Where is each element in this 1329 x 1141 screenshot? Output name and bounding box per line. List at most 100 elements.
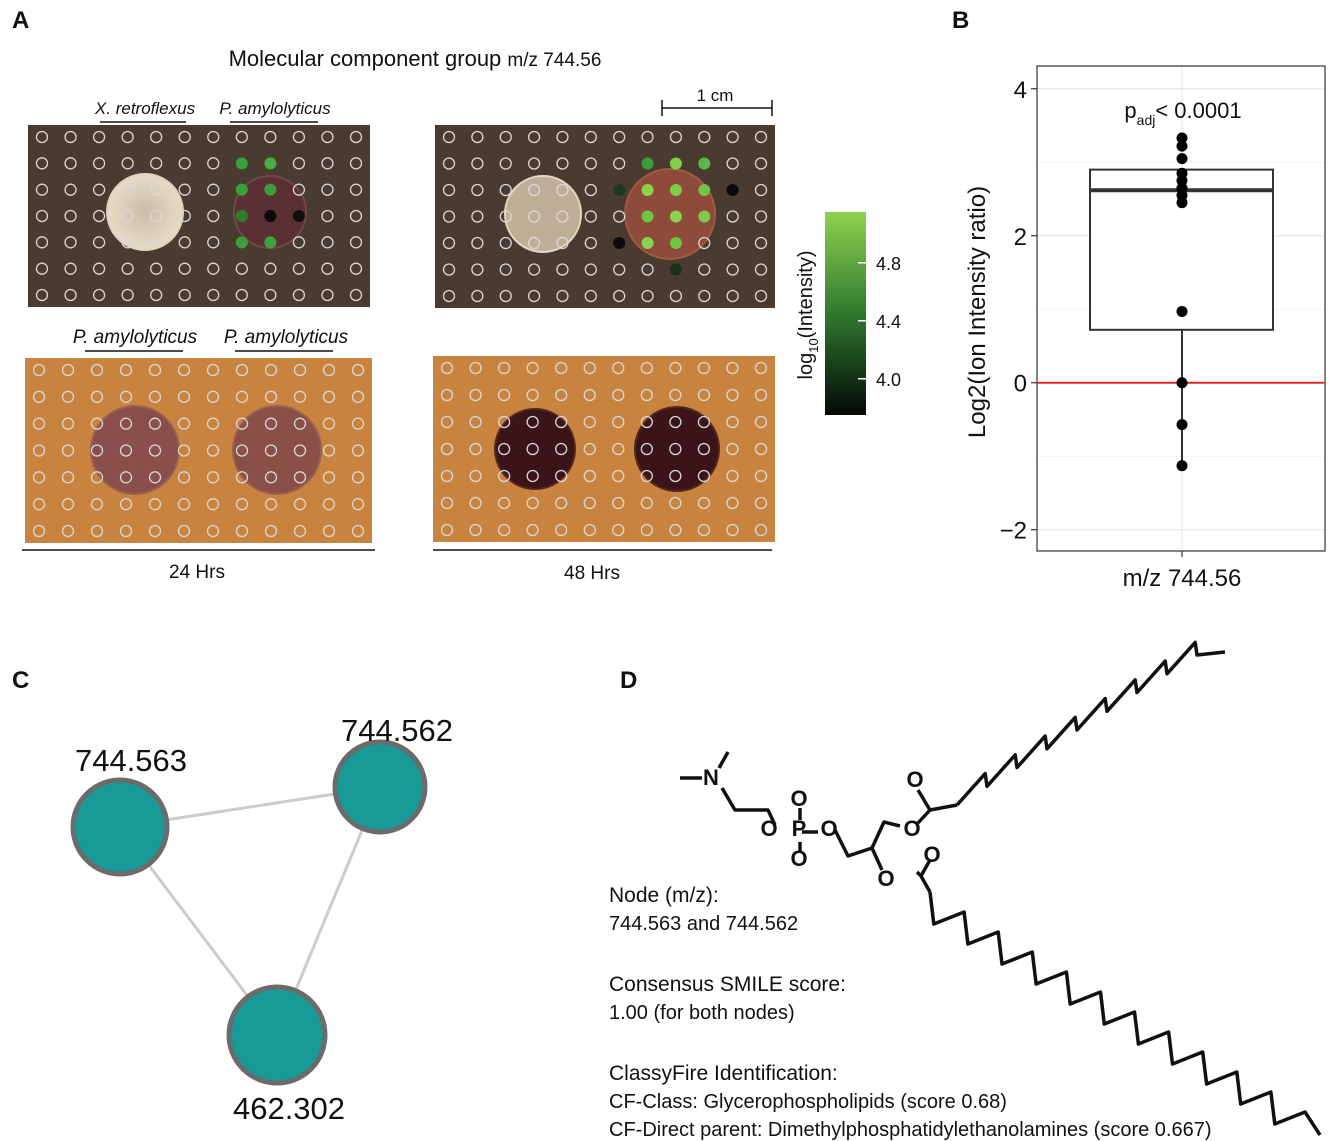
sample-spot (440, 442, 454, 456)
point (1176, 377, 1188, 389)
sample-spot (583, 469, 596, 483)
sample-spot (613, 263, 626, 276)
info-line: CF-Class: Glycerophospholipids (score 0.… (609, 1091, 1007, 1113)
sample-spot (584, 210, 597, 223)
time-label: 24 Hrs (169, 562, 225, 583)
sample-spot (349, 262, 363, 275)
time-label: 48 Hrs (564, 563, 620, 584)
intensity-spot (669, 237, 682, 249)
sample-spot (264, 524, 278, 538)
bond (798, 789, 958, 893)
sample-spot (235, 262, 248, 275)
sample-spot (177, 498, 191, 511)
sample-spot (148, 390, 162, 403)
sample-spot (497, 415, 511, 429)
atom: P (792, 816, 807, 841)
sample-spot (754, 183, 768, 197)
sample-spot (61, 390, 75, 403)
sample-spot (697, 415, 711, 429)
sample-spot (754, 210, 768, 223)
sample-spot (612, 469, 625, 483)
sample-spot (526, 469, 539, 483)
sample-spot (351, 524, 365, 538)
sample-spot (499, 130, 512, 144)
sample-spot (555, 496, 568, 510)
sample-spot (349, 288, 363, 302)
sample-spot (497, 361, 511, 375)
sample-spot (469, 415, 482, 429)
sample-spot (264, 498, 278, 511)
sample-spot (349, 157, 363, 170)
sample-spot (322, 363, 336, 377)
point (1176, 419, 1188, 431)
sample-spot (64, 183, 77, 196)
sample-spot (527, 236, 541, 250)
node (70, 777, 170, 877)
label-sub: 10 (806, 338, 821, 352)
info-line: ClassyFire Identification: (609, 1062, 838, 1085)
sample-spot (119, 390, 133, 403)
sample-spot (440, 496, 454, 510)
sample-spot (235, 498, 249, 511)
sample-spot (726, 130, 739, 144)
sample-spot (349, 236, 363, 249)
sample-spot (612, 415, 625, 429)
sample-spot (555, 469, 568, 483)
sample-spot (61, 524, 75, 538)
sample-spot (64, 236, 77, 249)
y-tick-label: 4 (1014, 77, 1027, 104)
sample-spot (754, 236, 768, 250)
sample-spot (469, 496, 482, 510)
plate-label: X. retroflexus (94, 99, 196, 118)
sample-spot (584, 183, 597, 197)
colony (494, 408, 576, 490)
sample-spot (442, 157, 456, 170)
info-line: 744.563 and 744.562 (609, 913, 798, 935)
bond (680, 751, 901, 871)
sample-spot (471, 210, 484, 223)
sample-spot (613, 210, 626, 223)
atom: O (790, 786, 807, 811)
sample-spot (92, 236, 106, 249)
sample-spot (469, 523, 482, 537)
sample-spot (92, 130, 106, 144)
sample-spot (90, 390, 104, 403)
sample-spot (292, 236, 306, 249)
sample-spot (583, 415, 596, 429)
sample-spot (440, 361, 454, 375)
sample-spot (178, 209, 191, 223)
sample-spot (235, 444, 249, 457)
colorbar-tick-label: 4.8 (876, 254, 901, 274)
plate-label: P. amylolyticus (73, 327, 198, 348)
sample-spot (121, 209, 134, 223)
sample-spot (584, 157, 597, 170)
sample-spot (235, 288, 248, 302)
sample-spot (322, 471, 336, 484)
sample-spot (119, 471, 133, 484)
point (1176, 305, 1188, 317)
intensity-spot (669, 210, 682, 223)
sample-spot (178, 157, 191, 170)
sample-spot (669, 496, 682, 510)
sample-spot (206, 444, 220, 457)
sample-spot (148, 444, 162, 457)
title-text: Molecular component group (229, 46, 502, 71)
sample-spot (440, 469, 454, 483)
colony (90, 405, 180, 495)
plot-frame (1036, 65, 1326, 552)
y-tick-label: −2 (1000, 518, 1027, 545)
sample-spot (669, 469, 682, 483)
sample-spot (293, 524, 307, 538)
sample-spot (119, 444, 133, 457)
sample-spot (177, 471, 191, 484)
sample-spot (584, 236, 597, 250)
sample-spot (322, 444, 336, 457)
sample-spot (583, 442, 596, 456)
sample-spot (264, 471, 278, 484)
intensity-spot (641, 184, 654, 196)
colony (106, 173, 184, 251)
sample-spot (35, 183, 49, 196)
sample-spot (612, 523, 625, 537)
sample-spot (442, 236, 456, 250)
